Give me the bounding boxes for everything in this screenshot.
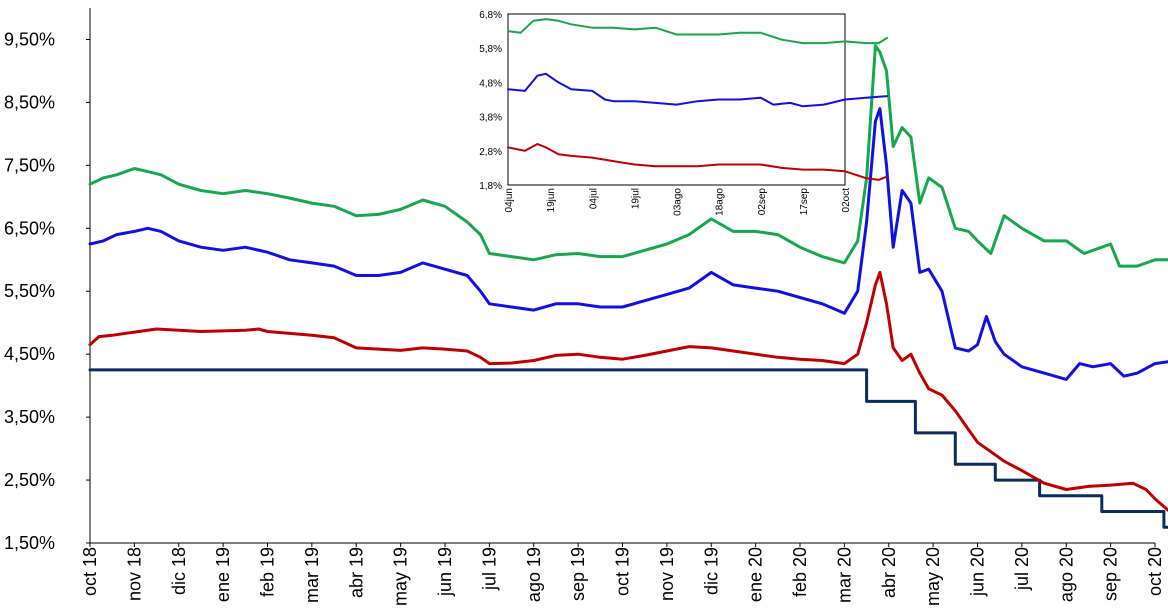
series-line-2 [88,107,1168,381]
x-tick-label: feb 20 [790,547,810,597]
y-tick-label: 4,50% [4,344,55,364]
y-tick-label: 7,50% [4,155,55,175]
inset-series-line-1 [507,72,889,108]
inset-series-line-0 [507,18,889,45]
series-line-3 [88,44,1168,268]
inset-x-tick-label: 19jun [546,188,557,212]
x-tick-label: oct 18 [80,547,100,596]
x-tick-label: dic 19 [701,547,721,595]
y-tick-label: 2,50% [4,470,55,490]
x-tick-label: ago 19 [524,547,544,602]
inset-x-tick-label: 18ago [715,188,726,216]
x-tick-label: nov 18 [124,547,144,601]
x-tick-label: jun 19 [435,547,455,597]
y-tick-label: 1,50% [4,533,55,553]
x-tick-label: jun 20 [968,547,988,597]
inset-chart: 1,8% 2,8% 3,8% 4,8% 5,8% 6,8% 04jun 19jun 04jul 1… [479,10,889,216]
inset-y-tick-label: 6,8% [479,10,502,21]
inset-y-tick-label: 5,8% [479,44,502,55]
x-tick-label: ago 20 [1056,547,1076,602]
inset-y-tick-label: 3,8% [479,113,502,124]
x-tick-label: oct 19 [613,547,633,596]
x-tick-label: ene 19 [213,547,233,602]
y-tick-label: 5,50% [4,281,55,301]
inset-y-tick-label: 4,8% [479,78,502,89]
x-tick-label: sep 19 [568,547,588,601]
y-tick-label: 3,50% [4,407,55,427]
x-tick-label: oct 20 [1145,547,1165,596]
inset-x-tick-label: 19jul [630,188,641,209]
x-tick-label: may 19 [391,547,411,606]
y-tick-label: 6,50% [4,218,55,238]
x-tick-label: jul 19 [479,547,499,591]
x-tick-label: jul 20 [1012,547,1032,591]
x-tick-label: ene 20 [746,547,766,602]
x-tick-label: abr 19 [346,547,366,598]
inset-series-line-2 [507,143,889,181]
x-tick-label: abr 20 [879,547,899,598]
inset-frame [507,13,846,186]
y-tick-label: 8,50% [4,92,55,112]
inset-x-tick-label: 17sep [799,188,810,216]
inset-x-tick-label: 02sep [757,188,768,216]
inset-y-tick-label: 1,8% [479,181,502,192]
inset-x-tick-label: 03ago [673,188,684,216]
x-tick-label: sep 20 [1101,547,1121,601]
x-tick-label: mar 20 [834,547,854,603]
main-chart: 1,50% 2,50% 3,50% 4,50% 5,50% 6,50% 7,50% 8,50%… [4,8,1168,606]
inset-x-tick-label: 04jun [504,188,515,212]
inset-x-tick-label: 02oct [841,188,852,213]
x-tick-label: mar 19 [302,547,322,603]
series-line-0 [88,368,1168,529]
y-tick-label: 9,50% [4,29,55,49]
x-tick-label: nov 19 [657,547,677,601]
series-line-1 [88,270,1168,512]
inset-y-tick-label: 2,8% [479,147,502,158]
x-tick-label: feb 19 [258,547,278,597]
inset-x-tick-label: 04jul [588,188,599,209]
x-tick-label: may 20 [923,547,943,606]
x-tick-label: dic 18 [169,547,189,595]
